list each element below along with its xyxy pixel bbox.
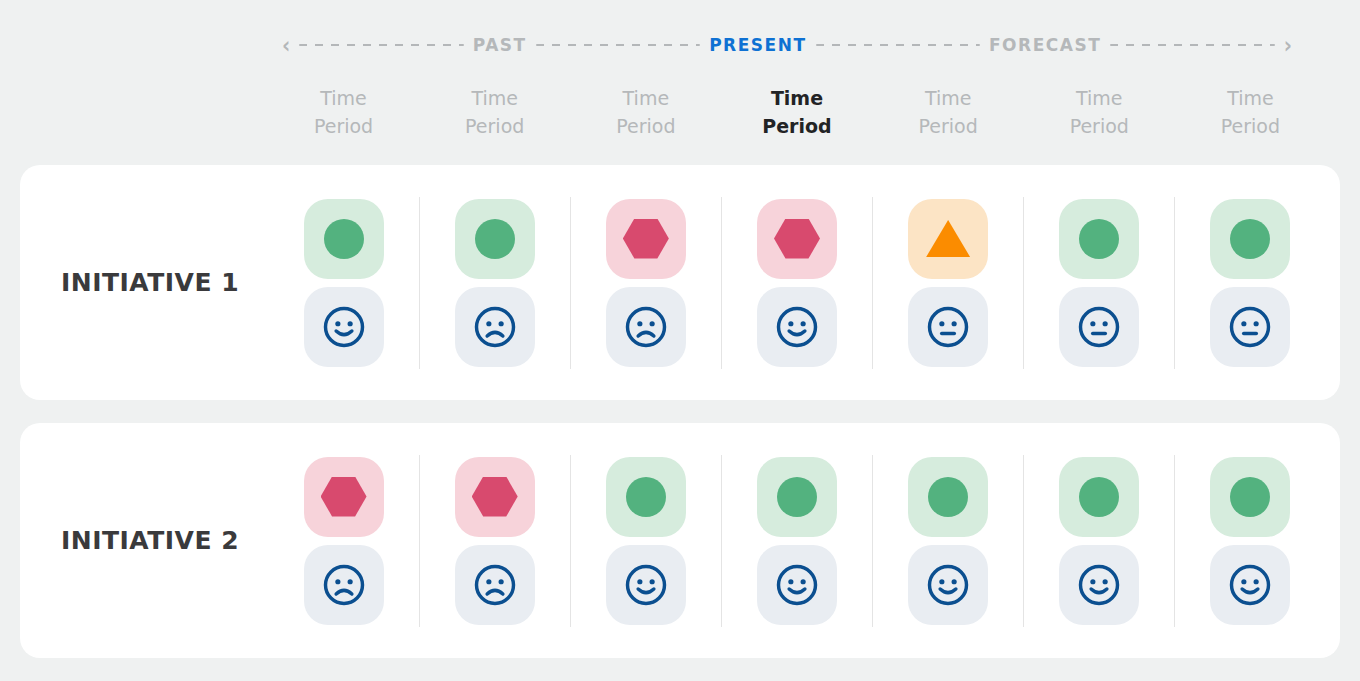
circle-icon — [324, 219, 364, 259]
face-happy-icon — [1076, 562, 1122, 608]
label-column-spacer — [20, 84, 268, 140]
face-happy-icon — [1227, 562, 1273, 608]
period-cell — [1175, 199, 1326, 367]
status-tile — [455, 199, 535, 279]
forecast-label: FORECAST — [989, 35, 1101, 55]
face-happy-icon — [321, 304, 367, 350]
mood-tile — [455, 545, 535, 625]
column-header: Time Period — [1175, 84, 1326, 140]
face-neutral-icon — [925, 304, 971, 350]
period-cell — [1024, 457, 1175, 625]
period-cell — [419, 457, 570, 625]
column-header: Time Period — [419, 84, 570, 140]
period-cell — [721, 199, 872, 367]
status-tile — [757, 199, 837, 279]
column-header: Time Period — [1024, 84, 1175, 140]
period-cell — [873, 457, 1024, 625]
initiative-1-card: INITIATIVE 1 — [20, 165, 1340, 400]
timeline-header: ‹ PAST PRESENT FORECAST › Time PeriodTim… — [0, 0, 1360, 165]
mood-tile — [1059, 545, 1139, 625]
face-sad-icon — [472, 304, 518, 350]
face-happy-icon — [623, 562, 669, 608]
face-neutral-icon — [1076, 304, 1122, 350]
column-header: Time Period — [570, 84, 721, 140]
status-tile — [1210, 199, 1290, 279]
initiative-1-label: INITIATIVE 1 — [20, 268, 268, 297]
status-tile — [1210, 457, 1290, 537]
status-tile — [606, 457, 686, 537]
column-header: Time Period — [873, 84, 1024, 140]
face-happy-icon — [925, 562, 971, 608]
status-tile — [1059, 457, 1139, 537]
present-label: PRESENT — [709, 35, 806, 55]
mood-tile — [1210, 287, 1290, 367]
initiative-2-card: INITIATIVE 2 — [20, 423, 1340, 658]
status-tile — [1059, 199, 1139, 279]
status-tile — [757, 457, 837, 537]
face-sad-icon — [472, 562, 518, 608]
mood-tile — [304, 287, 384, 367]
mood-tile — [908, 287, 988, 367]
mood-tile — [606, 287, 686, 367]
mood-tile — [757, 545, 837, 625]
dashed-line — [1110, 44, 1275, 46]
period-cell — [419, 199, 570, 367]
circle-icon — [1230, 477, 1270, 517]
hexagon-icon — [472, 477, 518, 517]
dashed-line — [816, 44, 981, 46]
dashed-line — [299, 44, 464, 46]
period-cell — [268, 199, 419, 367]
circle-icon — [475, 219, 515, 259]
status-tile — [304, 199, 384, 279]
hexagon-icon — [623, 219, 669, 259]
face-sad-icon — [321, 562, 367, 608]
column-header-current: Time Period — [721, 84, 872, 140]
status-tile — [455, 457, 535, 537]
face-sad-icon — [623, 304, 669, 350]
face-happy-icon — [774, 562, 820, 608]
period-cell — [570, 457, 721, 625]
status-tile — [304, 457, 384, 537]
period-cell — [1175, 457, 1326, 625]
triangle-icon — [926, 220, 970, 257]
circle-icon — [777, 477, 817, 517]
past-label: PAST — [473, 35, 527, 55]
circle-icon — [1079, 477, 1119, 517]
hexagon-icon — [321, 477, 367, 517]
dashed-line — [536, 44, 701, 46]
period-cell — [721, 457, 872, 625]
mood-tile — [1059, 287, 1139, 367]
period-cell — [570, 199, 721, 367]
mood-tile — [757, 287, 837, 367]
status-tile — [908, 457, 988, 537]
column-headers-row: Time PeriodTime PeriodTime PeriodTime Pe… — [20, 84, 1340, 140]
mood-tile — [455, 287, 535, 367]
arrow-right-icon: › — [1284, 34, 1292, 57]
period-cell — [1024, 199, 1175, 367]
face-neutral-icon — [1227, 304, 1273, 350]
period-cell — [268, 457, 419, 625]
timeline: ‹ PAST PRESENT FORECAST › — [282, 33, 1292, 57]
column-header: Time Period — [268, 84, 419, 140]
circle-icon — [1079, 219, 1119, 259]
mood-tile — [908, 545, 988, 625]
status-tile — [606, 199, 686, 279]
period-cell — [873, 199, 1024, 367]
mood-tile — [1210, 545, 1290, 625]
face-happy-icon — [774, 304, 820, 350]
circle-icon — [928, 477, 968, 517]
circle-icon — [626, 477, 666, 517]
hexagon-icon — [774, 219, 820, 259]
circle-icon — [1230, 219, 1270, 259]
arrow-left-icon: ‹ — [282, 34, 290, 57]
mood-tile — [606, 545, 686, 625]
mood-tile — [304, 545, 384, 625]
status-tile — [908, 199, 988, 279]
initiative-2-label: INITIATIVE 2 — [20, 526, 268, 555]
